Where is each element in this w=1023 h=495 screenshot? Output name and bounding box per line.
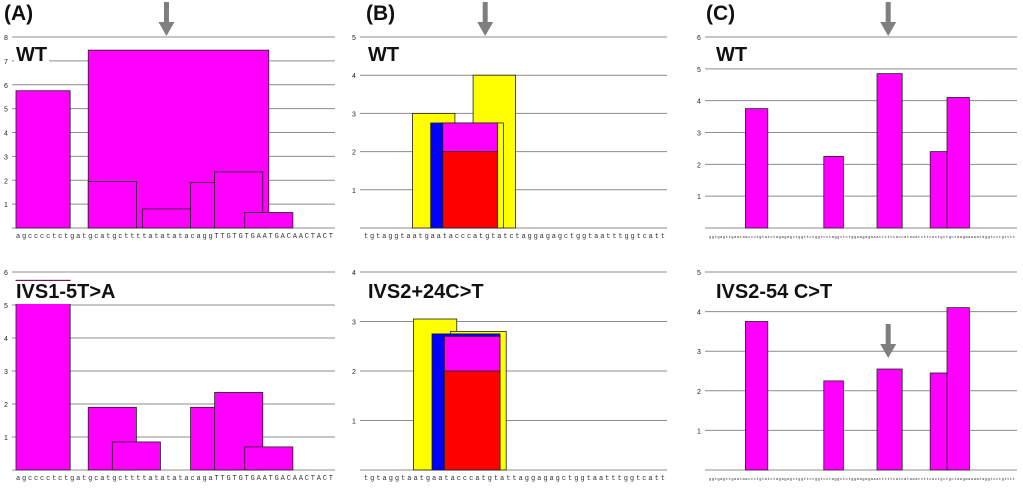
bar-c-top-2	[876, 73, 903, 229]
bar-c-top-0	[745, 108, 769, 229]
bar-a-top-2	[87, 181, 137, 229]
y-tick-label: 3	[4, 369, 8, 376]
chart-b-top: 1 2 3 4 5 tgtaggtaatgaatacccatgtatctaggagagct…	[352, 2, 667, 241]
x-axis-sequence: ggtgagttgaataaccctgtatctagagagctggttctgg…	[709, 236, 1015, 240]
y-tick-label: 4	[352, 270, 356, 277]
bar-a-top-0	[15, 90, 71, 229]
bar-a-bottom-2	[111, 441, 161, 471]
y-tick-label: 5	[4, 303, 8, 310]
arrow-shaft	[885, 324, 891, 346]
y-tick-label: 4	[4, 336, 8, 343]
chart-title-a-top: WT	[14, 44, 50, 67]
arrow-icon	[880, 324, 897, 358]
chart-b-bottom: 1 2 3 4 tgtaggtaatgaatacccatgtattaggagagctgg…	[352, 270, 667, 483]
bar-c-top-4	[946, 97, 970, 229]
y-tick-label: 3	[697, 349, 701, 356]
arrow-head	[477, 22, 494, 36]
bar-c-bottom-0	[745, 321, 769, 471]
chart-title-a-bottom: IVS1-5T>A	[14, 281, 118, 304]
y-tick-label: 2	[4, 178, 8, 185]
y-tick-label: 2	[697, 389, 701, 396]
arrow-shaft	[482, 2, 488, 24]
panel-label-c: (C)	[706, 2, 736, 25]
bar-b-bottom-4	[443, 370, 501, 471]
arrow-icon	[158, 2, 175, 36]
y-tick-label: 5	[697, 270, 701, 277]
y-tick-label: 1	[697, 194, 701, 201]
y-tick-label: 4	[697, 310, 701, 317]
bar-a-bottom-5	[244, 446, 294, 471]
arrow-shaft	[163, 2, 169, 24]
y-tick-label: 4	[697, 99, 701, 106]
bar-a-top-3	[141, 208, 191, 229]
y-tick-label: 2	[4, 402, 8, 409]
panel-label-a: (A)	[4, 2, 34, 25]
arrow-icon	[880, 2, 897, 36]
y-tick-label: 6	[697, 35, 701, 42]
bar-a-top-6	[244, 212, 294, 229]
y-tick-label: 1	[4, 435, 8, 442]
x-axis-sequence: agcccctctgatgcatgcttttatatatacaggTTGTGTG…	[16, 233, 333, 241]
x-axis-sequence: agcccctctgatgcatgcttttatatatacagaTTGTGTG…	[16, 475, 333, 483]
y-tick-label: 1	[352, 419, 356, 426]
y-tick-label: 1	[697, 428, 701, 435]
arrow-head	[158, 22, 175, 36]
y-tick-label: 4	[4, 131, 8, 138]
arrow-head	[880, 22, 897, 36]
x-axis-sequence: tgtaggtaatgaatacccatgtattaggagagctggtaat…	[364, 475, 665, 483]
y-tick-label: 7	[4, 59, 8, 66]
chart-c-bottom: 1 2 3 4 5 ggtgagttgaataaccctgtatctagagagctggt…	[697, 270, 1017, 482]
bar-b-top-5	[442, 151, 498, 229]
y-tick-label: 6	[4, 270, 8, 277]
y-tick-label: 3	[352, 320, 356, 327]
chart-a-bottom: 1 2 3 4 5 6 agcccctctgatgcatgcttttatatatacagaT…	[4, 270, 335, 483]
y-tick-label: 3	[697, 131, 701, 138]
bar-a-bottom-0	[15, 279, 71, 471]
arrow-shaft	[885, 2, 891, 24]
y-tick-label: 2	[352, 150, 356, 157]
y-tick-label: 8	[4, 35, 8, 42]
chart-a-top: 1 2 3 4 5 6 7 8 agcccctctgatgcatgcttttatatatacag…	[4, 2, 335, 241]
chart-c-top: 1 2 3 4 5 6 ggtgagttgaataaccctgtatctagagagctgg…	[697, 2, 1017, 240]
chart-title-c-top: WT	[714, 44, 750, 67]
y-tick-label: 3	[4, 154, 8, 161]
arrow-head	[880, 344, 897, 358]
y-tick-label: 5	[697, 67, 701, 74]
panel-label-b: (B)	[366, 2, 396, 25]
x-axis-sequence: ggtgagttgaataaccctgtatctagagagctggttctgg…	[709, 478, 1015, 482]
bar-c-bottom-2	[876, 368, 903, 471]
y-tick-label: 2	[697, 162, 701, 169]
arrow-icon	[477, 2, 494, 36]
chart-title-b-bottom: IVS2+24C>T	[366, 281, 486, 304]
chart-title-c-bottom: IVS2-54 C>T	[714, 281, 835, 304]
y-tick-label: 3	[352, 111, 356, 118]
y-tick-label: 5	[4, 107, 8, 114]
y-tick-label: 5	[352, 35, 356, 42]
bar-c-bottom-4	[946, 307, 970, 471]
bar-c-bottom-1	[823, 380, 844, 471]
y-tick-label: 1	[4, 202, 8, 209]
y-tick-label: 6	[4, 83, 8, 90]
y-tick-label: 4	[352, 73, 356, 80]
y-tick-label: 2	[352, 369, 356, 376]
x-axis-sequence: tgtaggtaatgaatacccatgtatctaggagagctggtaa…	[364, 233, 665, 241]
chart-title-b-top: WT	[366, 44, 402, 67]
y-tick-label: 1	[352, 188, 356, 195]
bar-c-top-1	[823, 155, 844, 229]
